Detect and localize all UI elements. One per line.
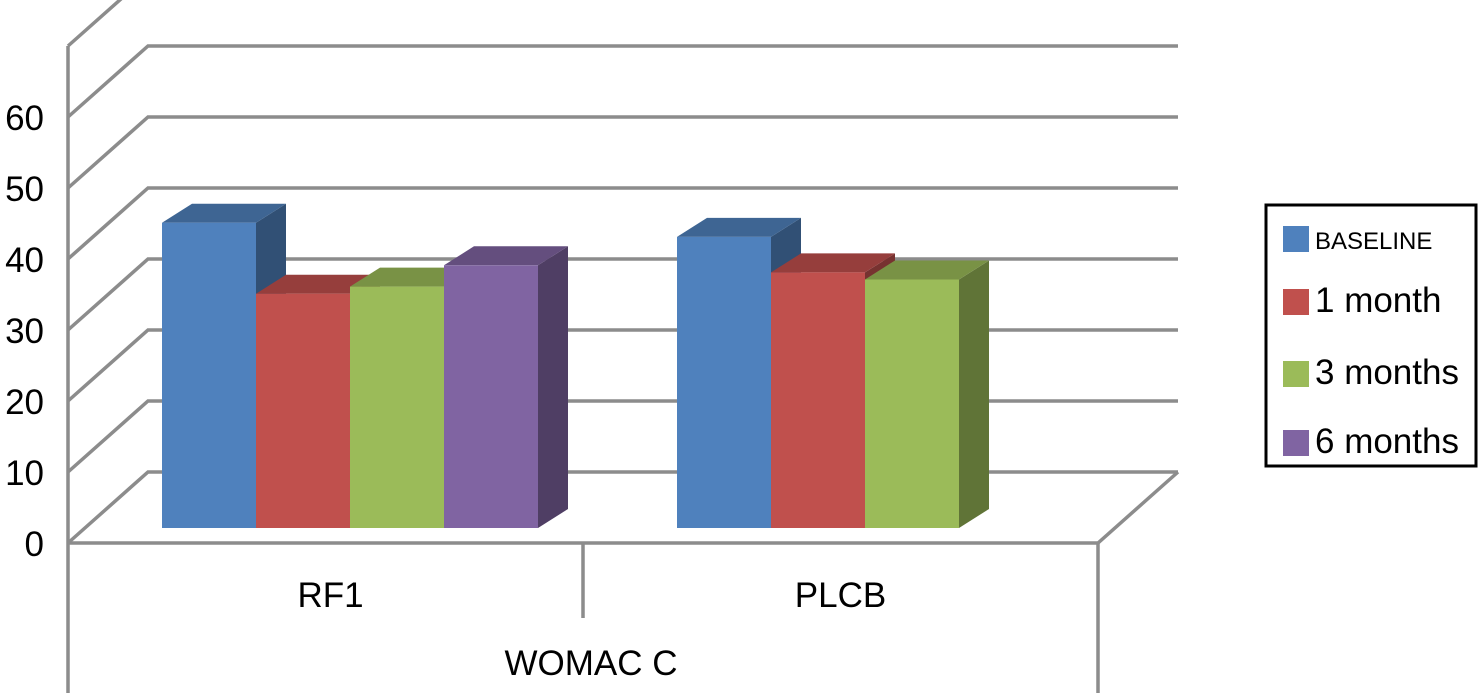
legend-swatch xyxy=(1283,430,1309,456)
group-label: WOMAC C xyxy=(504,644,677,683)
legend-label: BASELINE xyxy=(1315,228,1432,255)
bar-top xyxy=(162,203,286,223)
bar-top xyxy=(444,246,568,266)
gridline xyxy=(66,0,123,48)
bar-top xyxy=(865,260,989,280)
legend-label: 1 month xyxy=(1315,281,1441,320)
gridline xyxy=(66,186,1178,261)
bar-side xyxy=(538,246,568,529)
bar-top xyxy=(350,267,474,287)
y-tick-labels: 0 10 20 30 40 50 60 xyxy=(5,99,44,564)
y-tick-label: 50 xyxy=(5,170,44,209)
bar-top xyxy=(256,274,380,294)
category-labels: RF1 PLCB WOMAC C xyxy=(297,576,886,683)
bar-top xyxy=(771,253,895,273)
bar-front xyxy=(444,265,538,528)
bar-front xyxy=(865,279,959,528)
gridline xyxy=(66,44,1178,119)
legend: BASELINE 1 month 3 months 6 months xyxy=(1264,203,1478,468)
legend-label: 3 months xyxy=(1315,353,1459,392)
legend-label: 6 months xyxy=(1315,422,1459,461)
bar-side xyxy=(959,260,989,528)
bar-front xyxy=(162,222,256,528)
y-tick-label: 10 xyxy=(5,454,44,493)
gridlines xyxy=(66,0,1178,545)
bar-front xyxy=(771,272,865,528)
axes xyxy=(66,46,1180,693)
category-label: PLCB xyxy=(795,576,886,615)
bars xyxy=(162,203,989,529)
y-tick-label: 0 xyxy=(25,525,44,564)
y-tick-label: 20 xyxy=(5,383,44,422)
y-tick-label: 30 xyxy=(5,312,44,351)
legend-swatch xyxy=(1283,289,1309,315)
legend-swatch xyxy=(1283,361,1309,387)
y-tick-label: 40 xyxy=(5,241,44,280)
gridline xyxy=(66,115,1178,190)
y-tick-label: 60 xyxy=(5,99,44,138)
bar-front xyxy=(677,236,771,528)
bar-front xyxy=(350,286,444,528)
bar-rf1-6-months xyxy=(444,246,568,529)
bar-top xyxy=(677,217,801,237)
bar-front xyxy=(256,293,350,528)
bar-plcb-3-months xyxy=(865,260,989,528)
legend-swatch xyxy=(1283,226,1309,252)
category-label: RF1 xyxy=(297,576,363,615)
